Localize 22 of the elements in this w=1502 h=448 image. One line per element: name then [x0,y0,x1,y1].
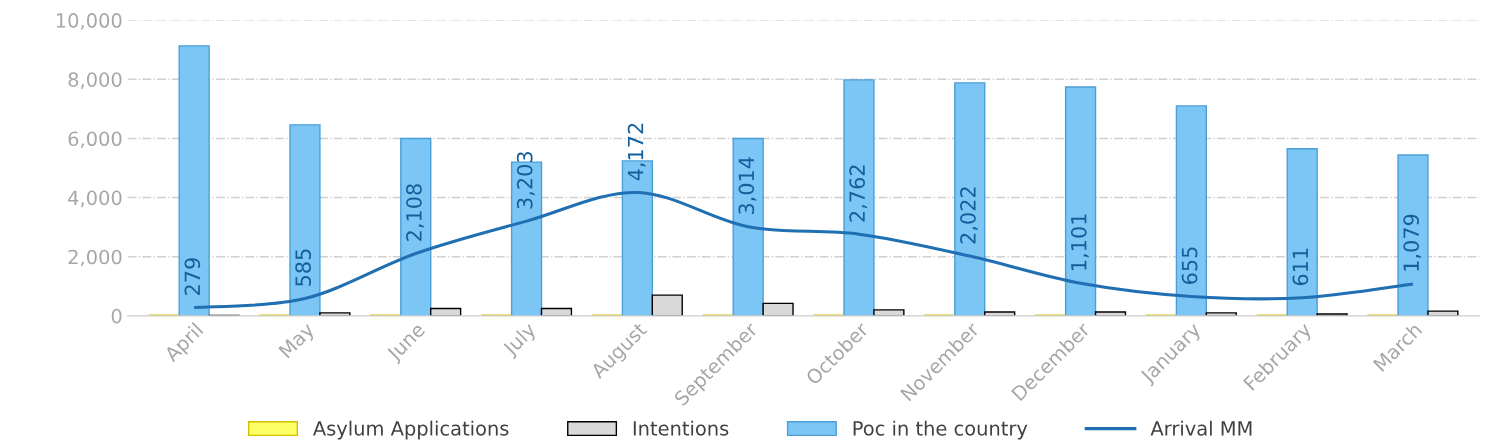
data-label: 585 [295,249,311,286]
y-tick-label: 0 [111,308,122,324]
data-label: 4,172 [627,123,646,181]
data-label: 3,203 [516,152,535,209]
data-label: 2,022 [960,187,978,244]
y-tick-label: 2,000 [68,249,122,267]
data-label: 279 [184,258,201,295]
data-label: 2,762 [849,165,868,222]
y-tick-label: 4,000 [68,190,122,208]
legend-label: Arrival MM [1150,420,1252,436]
y-tick-label: 10,000 [56,13,122,30]
data-label: 2,108 [406,184,424,241]
data-label: 1,079 [1403,214,1422,271]
data-label: 3,014 [738,157,757,215]
data-label: 655 [1181,247,1198,284]
legend-label: Intentions [633,420,729,436]
legend-label: Poc in the country [853,420,1028,440]
y-tick-label: 8,000 [68,72,122,89]
data-label: 1,101 [1070,214,1089,270]
y-tick-label: 6,000 [68,131,122,149]
legend-label: Asylum Applications [313,420,509,440]
data-label: 611 [1292,248,1309,286]
